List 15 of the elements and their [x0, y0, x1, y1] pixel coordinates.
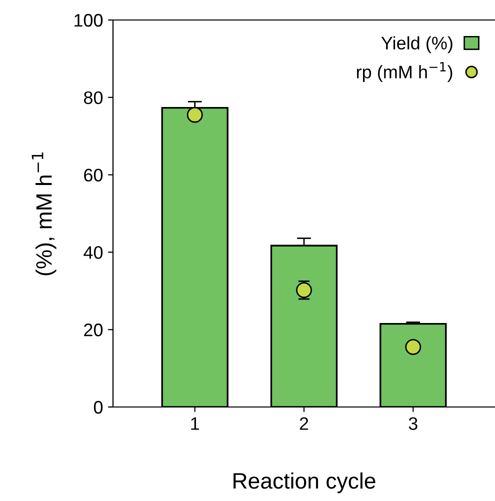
point [186, 106, 203, 123]
x-tick-label: 2 [300, 417, 308, 430]
y-tick-label: 40 [84, 246, 103, 259]
point [405, 339, 422, 355]
y-tick-label: 80 [84, 91, 103, 104]
legend-label: Yield (%) [381, 36, 452, 54]
x-tick-label: 3 [408, 417, 418, 430]
y-tick-label: 0 [94, 400, 103, 414]
y-tick-label: 100 [74, 14, 103, 27]
y-axis-title: (%), mM h$^{−1}$ [32, 152, 56, 276]
x-tick-label: 1 [191, 417, 199, 430]
y-tick-label: 60 [84, 168, 103, 182]
x-axis-title: Reaction cycle [234, 472, 376, 494]
y-tick-label: 20 [84, 324, 103, 336]
legend-label: rp (mM h$^{−1}$) [356, 62, 452, 82]
